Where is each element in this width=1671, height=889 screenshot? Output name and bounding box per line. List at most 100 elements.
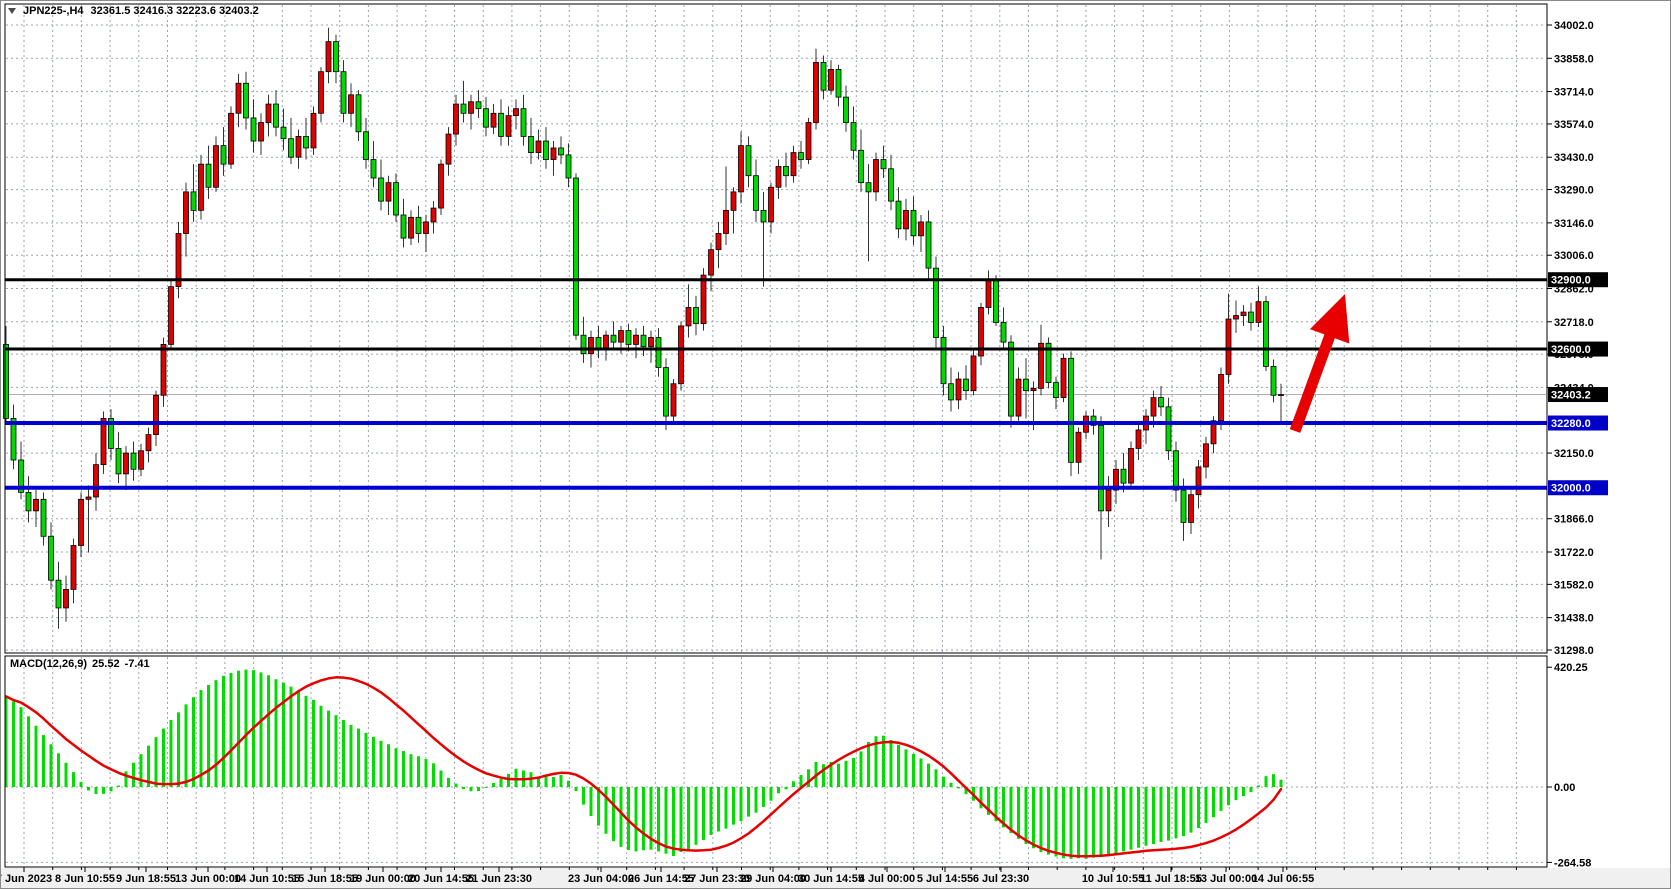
- price-tick-label: 31298.0: [1554, 645, 1594, 657]
- candle-body: [1203, 443, 1209, 468]
- time-tick-label: 4 Jul 00:00: [859, 873, 915, 885]
- candle-body: [190, 191, 197, 211]
- candle-body: [918, 221, 924, 237]
- candle-body: [1210, 420, 1217, 445]
- candle-body: [648, 337, 654, 348]
- candle-body: [25, 491, 32, 512]
- candle-body: [1000, 322, 1007, 343]
- time-tick-label: 23 Jun 04:00: [568, 873, 634, 885]
- candle-body: [145, 434, 152, 452]
- candle-body: [655, 337, 662, 368]
- symbol-dropdown-icon[interactable]: [8, 8, 16, 14]
- time-tick-label: 10 Jul 10:55: [1082, 873, 1144, 885]
- candle-body: [3, 344, 9, 419]
- candle-body: [978, 307, 984, 357]
- candle-body: [1060, 357, 1067, 398]
- time-tick-label: 14 Jul 06:55: [1252, 873, 1314, 885]
- macd-panel-frame: [4, 655, 1548, 868]
- candle-body: [1023, 378, 1029, 392]
- price-badge: [1548, 480, 1608, 496]
- time-tick-label: 9 Jun 18:55: [116, 873, 176, 885]
- candle-body: [40, 498, 47, 537]
- price-tick-label: 33146.0: [1554, 218, 1594, 230]
- price-tick-label: 32718.0: [1554, 317, 1594, 329]
- candle-body: [603, 334, 609, 350]
- candle-body: [168, 286, 174, 345]
- candle-body: [385, 182, 392, 202]
- price-tick-label: 31438.0: [1554, 613, 1594, 625]
- candle-body: [205, 163, 212, 188]
- candle-body: [528, 136, 534, 153]
- macd-signal-line: [4, 676, 1283, 858]
- candle-body: [850, 122, 857, 151]
- candle-body: [10, 417, 17, 461]
- price-tick-label: 33430.0: [1554, 152, 1594, 164]
- candle-body: [910, 209, 917, 237]
- candle-body: [63, 589, 69, 609]
- price-badge-label: 32280.0: [1551, 418, 1591, 430]
- candle-body: [858, 149, 864, 184]
- level-lines[interactable]: [5, 278, 1547, 490]
- candle-body: [108, 417, 114, 449]
- time-tick-label: 19 Jun 00:00: [350, 873, 416, 885]
- candle-body: [1158, 397, 1164, 408]
- candle-body: [153, 394, 159, 435]
- candle-body: [775, 166, 782, 188]
- macd-axis[interactable]: 420.25 0.00 -264.58: [1547, 662, 1591, 869]
- time-tick-label: 11 Jul 18:55: [1140, 873, 1202, 885]
- macd-tick-label: 0.00: [1554, 782, 1575, 794]
- candle-body: [948, 383, 954, 401]
- time-axis[interactable]: 7 Jun 2023 8 Jun 10:55 9 Jun 18:55 13 Jun 0…: [1, 867, 1517, 885]
- candle-body: [1263, 301, 1269, 367]
- candle-body: [1270, 365, 1277, 396]
- candle-body: [220, 145, 227, 165]
- macd-tick-label: 420.25: [1554, 662, 1588, 674]
- candle-body: [250, 117, 257, 142]
- candle-body: [318, 71, 324, 114]
- time-tick-label: 26 Jun 14:55: [628, 873, 694, 885]
- candle-body: [760, 209, 767, 223]
- candle-body: [228, 112, 234, 165]
- trend-arrow[interactable]: [1289, 294, 1350, 433]
- candle-body: [1045, 342, 1052, 383]
- candle-body: [1075, 431, 1082, 463]
- candle-body: [813, 62, 819, 123]
- candle-body: [370, 159, 377, 179]
- candle-body: [475, 101, 482, 110]
- candle-body: [288, 138, 294, 158]
- candle-body: [693, 307, 699, 325]
- candle-body: [903, 209, 909, 230]
- candle-body: [768, 186, 774, 223]
- candle-body: [175, 233, 182, 288]
- candle-body: [550, 147, 557, 160]
- price-badge: [1548, 272, 1608, 288]
- candle-body: [468, 101, 474, 114]
- price-tick-label: 32150.0: [1554, 448, 1594, 460]
- price-tick-label: 33858.0: [1554, 53, 1594, 65]
- candle-body: [1068, 357, 1074, 463]
- candle-body: [625, 330, 632, 345]
- macd-histogram: [4, 669, 1283, 859]
- candle-body: [198, 163, 204, 211]
- candle-body: [610, 334, 617, 343]
- candle-body: [430, 207, 437, 223]
- candle-body: [235, 82, 242, 114]
- price-badge: [1548, 341, 1608, 357]
- candle-body: [985, 280, 992, 308]
- candle-body: [1218, 374, 1224, 422]
- time-tick-label: 27 Jun 23:30: [684, 873, 750, 885]
- price-axis[interactable]: 34002.0 33858.0 33714.0 33574.0 33430.0 33290…: [1547, 20, 1608, 657]
- candle-body: [273, 103, 279, 128]
- candle-body: [1015, 378, 1022, 417]
- candle-body: [280, 126, 287, 140]
- candle-body: [1090, 415, 1097, 426]
- price-tick-label: 31722.0: [1554, 547, 1594, 559]
- candle-body: [663, 367, 669, 417]
- candles: [3, 27, 1284, 629]
- candle-body: [1195, 466, 1202, 496]
- candle-body: [1128, 448, 1134, 484]
- candle-body: [1008, 341, 1014, 417]
- macd-tick-label: -264.58: [1554, 857, 1591, 869]
